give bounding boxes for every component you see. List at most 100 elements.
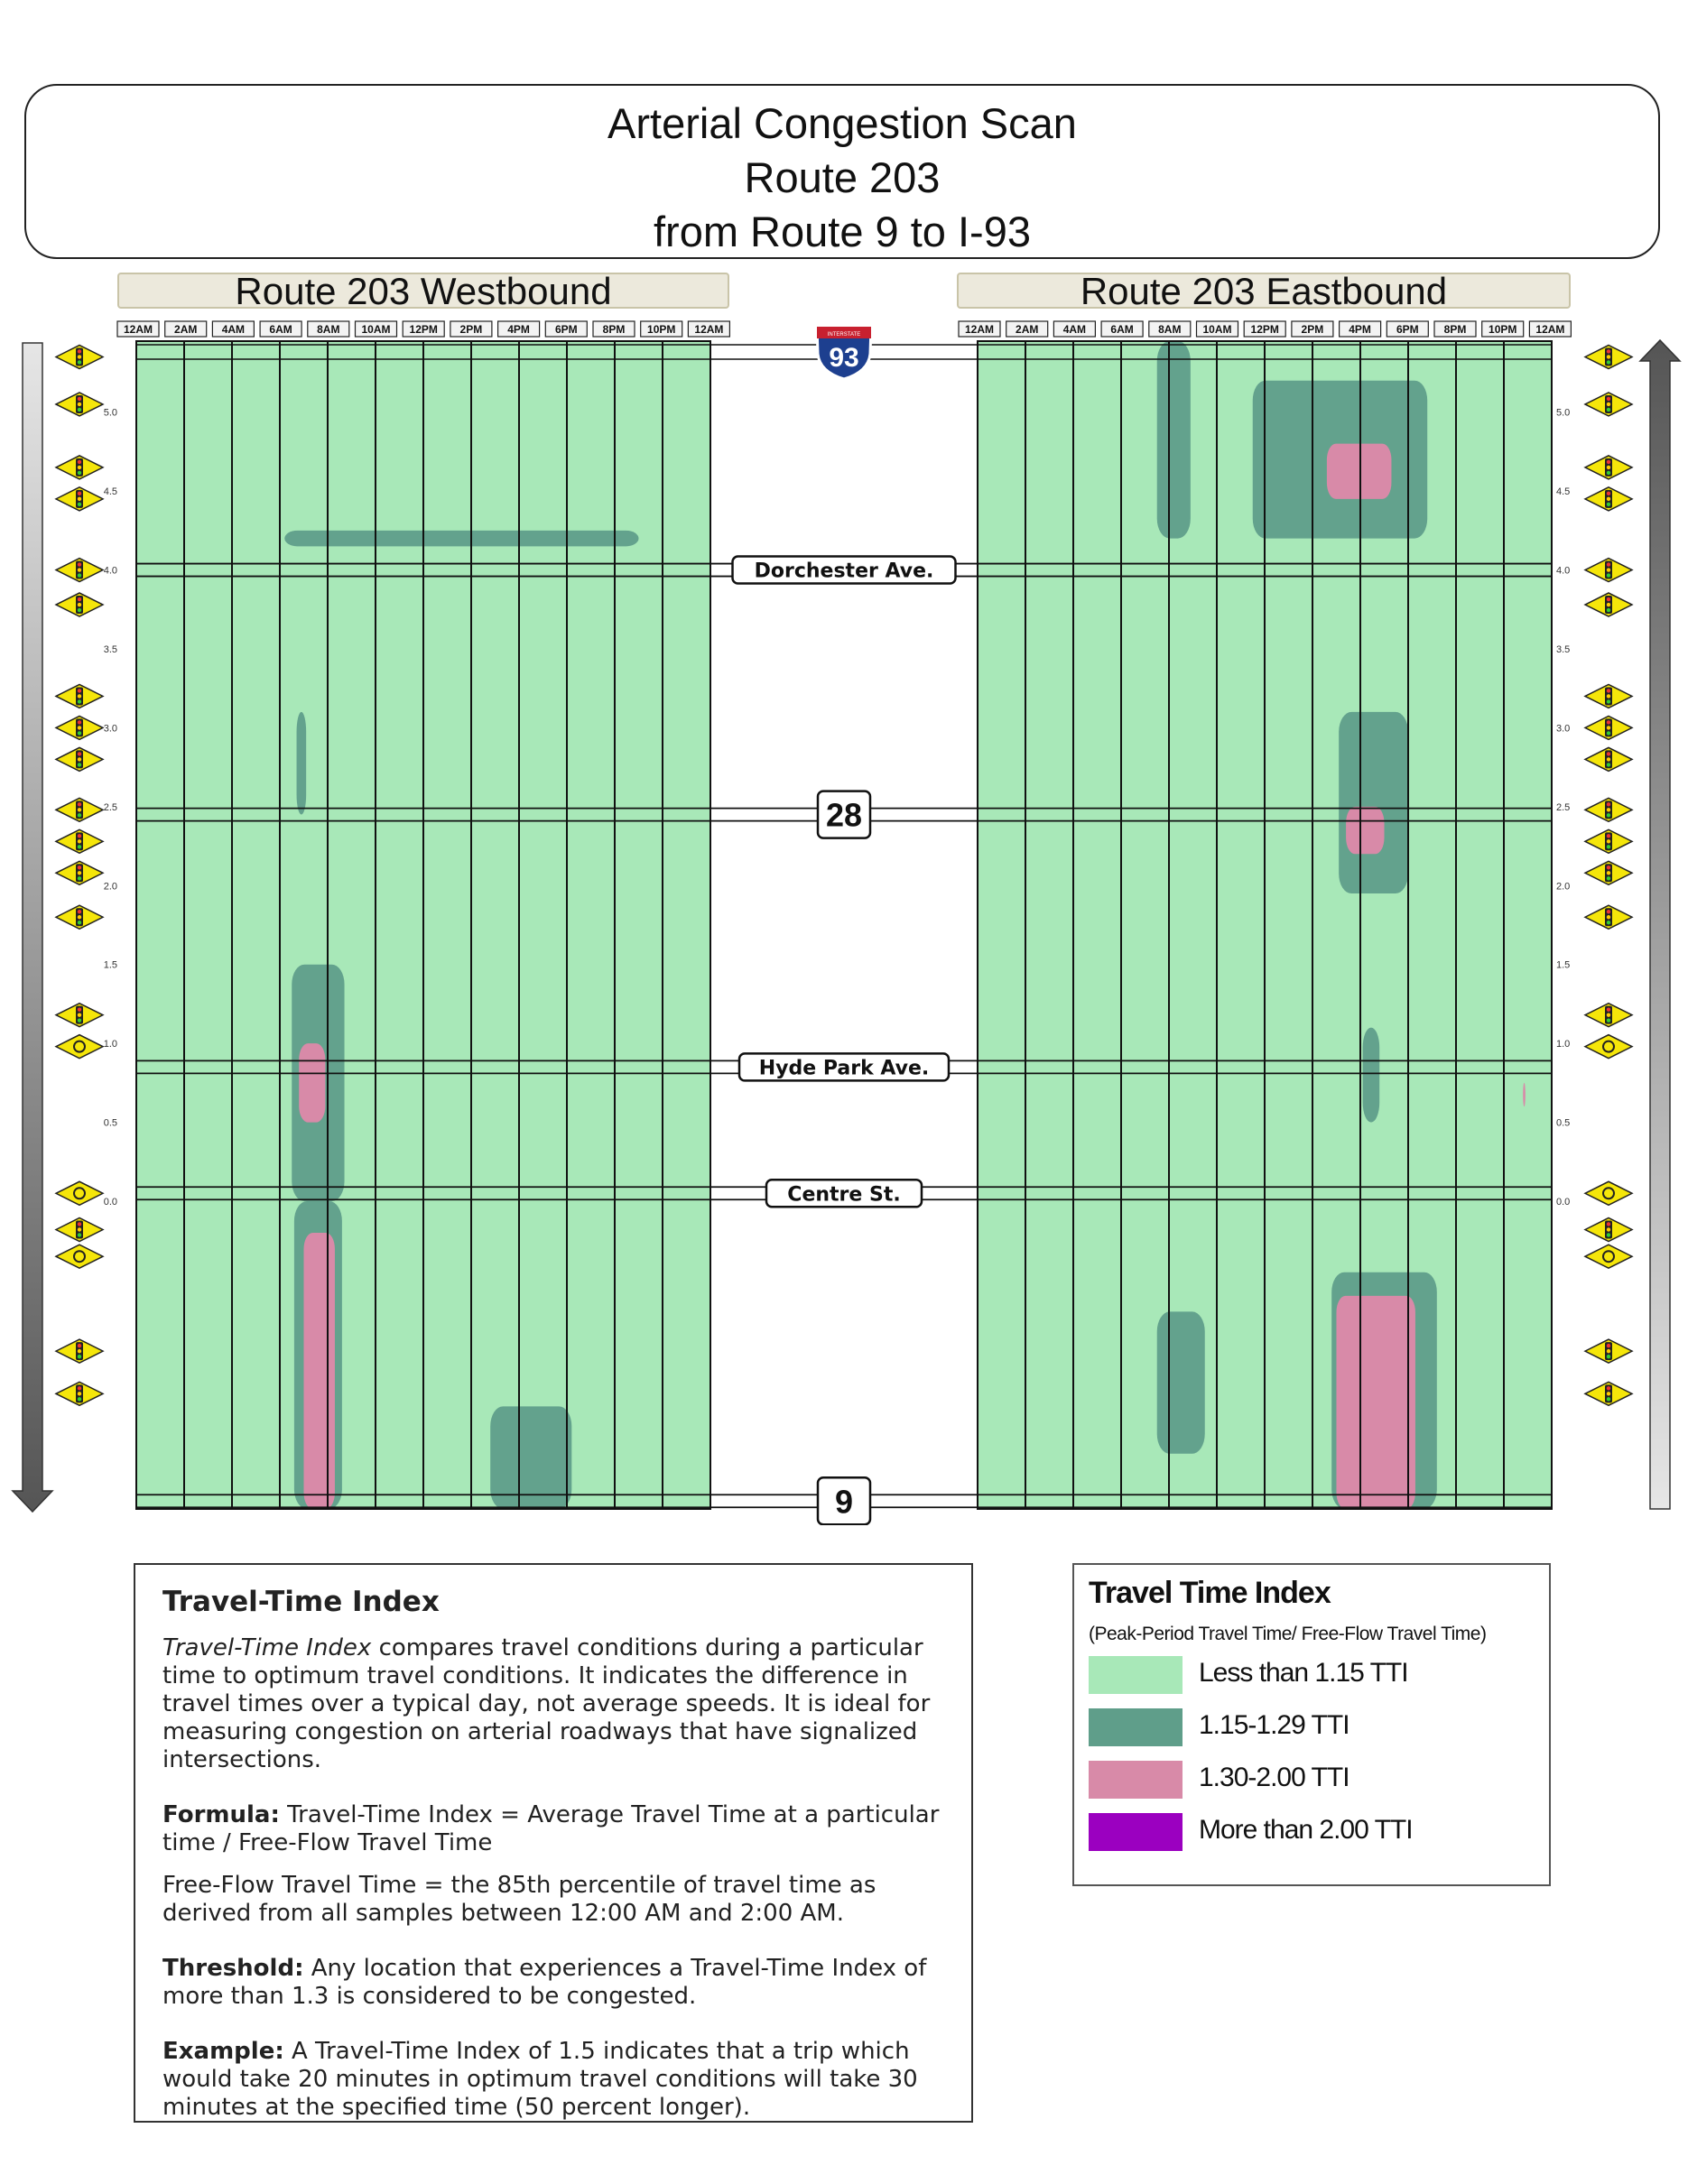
time-tick-label-w-4: 8AM	[317, 323, 339, 336]
legend-label-severe: More than 2.00 TTI	[1199, 1815, 1414, 1845]
time-tick-box-e-4	[1148, 320, 1192, 338]
signal-red-e-8	[1606, 752, 1611, 756]
route-shield-label-1: 28	[826, 797, 862, 834]
milepost-label-left-10: 0.0	[104, 1197, 117, 1208]
signal-red-e-12	[1606, 910, 1611, 914]
legend-subtitle: (Peak-Period Travel Time/ Free-Flow Trav…	[1089, 1624, 1487, 1644]
milepost-label-right-4: 3.0	[1556, 723, 1570, 734]
roundabout-symbol-e-17	[1602, 1250, 1615, 1263]
congestion-zone-e-4	[1346, 806, 1385, 855]
time-tick-label-w-12: 12AM	[694, 323, 723, 336]
time-tick-box-w-8	[496, 320, 541, 338]
time-tick-label-w-3: 6AM	[269, 323, 292, 336]
cross-street-sign-3	[765, 1179, 923, 1208]
signal-green-w-13	[77, 1018, 82, 1023]
legend-label-moderate: 1.15-1.29 TTI	[1199, 1710, 1350, 1740]
time-tick-label-e-12: 12AM	[1535, 323, 1564, 336]
signal-green-e-2	[1606, 470, 1611, 476]
milepost-label-right-3: 3.5	[1556, 644, 1570, 655]
heatmap-frame-w	[135, 340, 711, 1510]
milepost-label-right-0: 5.0	[1556, 408, 1570, 419]
time-tick-label-e-7: 2PM	[1302, 323, 1324, 336]
milepost-label-left-4: 3.0	[104, 723, 117, 734]
signal-red-e-16	[1606, 1222, 1611, 1226]
time-tick-label-e-5: 10AM	[1202, 323, 1231, 336]
signal-yellow-e-19	[1606, 1392, 1611, 1396]
signal-red-w-0	[77, 349, 82, 354]
signal-red-e-3	[1606, 491, 1611, 496]
legend-item-congested: 1.30-2.00 TTI	[1089, 1750, 1535, 1802]
time-tick-box-e-12	[1528, 320, 1572, 338]
time-tick-label-e-6: 12PM	[1251, 323, 1279, 336]
time-tick-box-w-9	[544, 320, 588, 338]
signal-yellow-w-12	[77, 915, 82, 920]
signal-red-w-9	[77, 802, 82, 807]
legend: Travel Time Index (Peak-Period Travel Ti…	[1072, 1563, 1551, 1886]
congestion-zone-w-4	[296, 711, 307, 815]
roundabout-sign-icon-w-17	[54, 1244, 105, 1270]
signal-yellow-w-13	[77, 1013, 82, 1017]
time-tick-label-w-1: 2AM	[174, 323, 197, 336]
signal-green-w-5	[77, 607, 82, 613]
tti-threshold-label: Threshold:	[162, 1955, 304, 1982]
signal-green-w-19	[77, 1397, 82, 1402]
time-tick-box-e-5	[1195, 320, 1239, 338]
time-tick-box-w-5	[354, 320, 398, 338]
signal-red-e-11	[1606, 865, 1611, 870]
time-tick-label-e-8: 4PM	[1349, 323, 1371, 336]
time-tick-label-e-3: 6AM	[1110, 323, 1133, 336]
legend-item-moderate: 1.15-1.29 TTI	[1089, 1698, 1535, 1750]
signal-red-e-9	[1606, 802, 1611, 807]
signal-red-w-12	[77, 910, 82, 914]
time-tick-box-w-12	[687, 320, 731, 338]
time-tick-label-e-10: 8PM	[1444, 323, 1467, 336]
tti-info-box: Travel-Time Index Travel-Time Index comp…	[134, 1563, 973, 2123]
cross-street-label-0: Dorchester Ave.	[755, 560, 934, 583]
signal-green-e-13	[1606, 1018, 1611, 1023]
route-shield-label-4: 9	[835, 1483, 853, 1520]
time-tick-box-w-7	[450, 320, 493, 338]
signal-red-w-8	[77, 752, 82, 756]
time-tick-box-w-4	[307, 320, 350, 338]
signal-red-e-19	[1606, 1386, 1611, 1391]
time-tick-label-w-9: 6PM	[555, 323, 578, 336]
signal-yellow-e-18	[1606, 1348, 1611, 1354]
signal-yellow-w-4	[77, 568, 82, 572]
signal-yellow-w-5	[77, 602, 82, 607]
tti-example-text: A Travel-Time Index of 1.5 indicates tha…	[162, 2038, 918, 2121]
tti-formula-label: Formula:	[162, 1801, 280, 1828]
time-tick-box-e-3	[1100, 320, 1144, 338]
signal-red-w-5	[77, 597, 82, 602]
tti-intro-term: Travel-Time Index	[162, 1634, 372, 1661]
milepost-label-left-5: 2.5	[104, 802, 117, 813]
signal-green-w-10	[77, 845, 82, 849]
interstate-shield-banner	[817, 327, 871, 338]
time-tick-label-e-2: 4AM	[1063, 323, 1086, 336]
signal-green-e-19	[1606, 1397, 1611, 1402]
signal-red-w-7	[77, 720, 82, 725]
signal-red-e-1	[1606, 396, 1611, 402]
milepost-label-left-3: 3.5	[104, 644, 117, 655]
milepost-label-right-5: 2.5	[1556, 802, 1570, 813]
signal-yellow-e-3	[1606, 496, 1611, 502]
tti-intro-text: compares travel conditions during a part…	[162, 1634, 931, 1773]
time-tick-box-e-1	[1006, 320, 1049, 338]
time-tick-box-e-10	[1433, 320, 1477, 338]
milepost-label-left-2: 4.0	[104, 566, 117, 577]
signal-red-w-18	[77, 1343, 82, 1348]
legend-label-low: Less than 1.15 TTI	[1199, 1658, 1409, 1688]
signal-red-w-3	[77, 491, 82, 496]
signal-green-e-7	[1606, 731, 1611, 736]
congestion-zone-e-9	[1523, 1082, 1526, 1107]
signal-red-e-4	[1606, 562, 1611, 567]
legend-swatch-congested	[1089, 1761, 1183, 1799]
time-tick-label-w-11: 10PM	[647, 323, 675, 336]
milepost-label-left-0: 5.0	[104, 408, 117, 419]
signal-yellow-w-11	[77, 871, 82, 875]
tti-formula-text: Travel-Time Index = Average Travel Time …	[162, 1801, 940, 1856]
signal-yellow-w-7	[77, 726, 82, 730]
signal-yellow-e-11	[1606, 871, 1611, 875]
signal-green-w-6	[77, 699, 82, 704]
signal-green-w-4	[77, 573, 82, 578]
time-tick-label-w-0: 12AM	[124, 323, 153, 336]
